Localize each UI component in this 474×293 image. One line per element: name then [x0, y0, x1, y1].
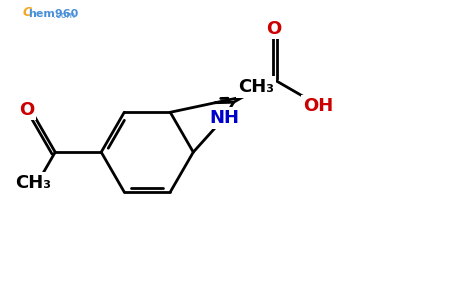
- Text: hem960: hem960: [28, 9, 79, 19]
- Text: .com: .com: [54, 11, 75, 20]
- Text: C: C: [22, 6, 31, 19]
- Text: O: O: [266, 20, 281, 38]
- Text: CH₃: CH₃: [238, 78, 274, 96]
- Text: O: O: [19, 101, 34, 119]
- Text: CH₃: CH₃: [15, 174, 51, 192]
- Text: OH: OH: [303, 97, 333, 115]
- Text: NH: NH: [209, 109, 239, 127]
